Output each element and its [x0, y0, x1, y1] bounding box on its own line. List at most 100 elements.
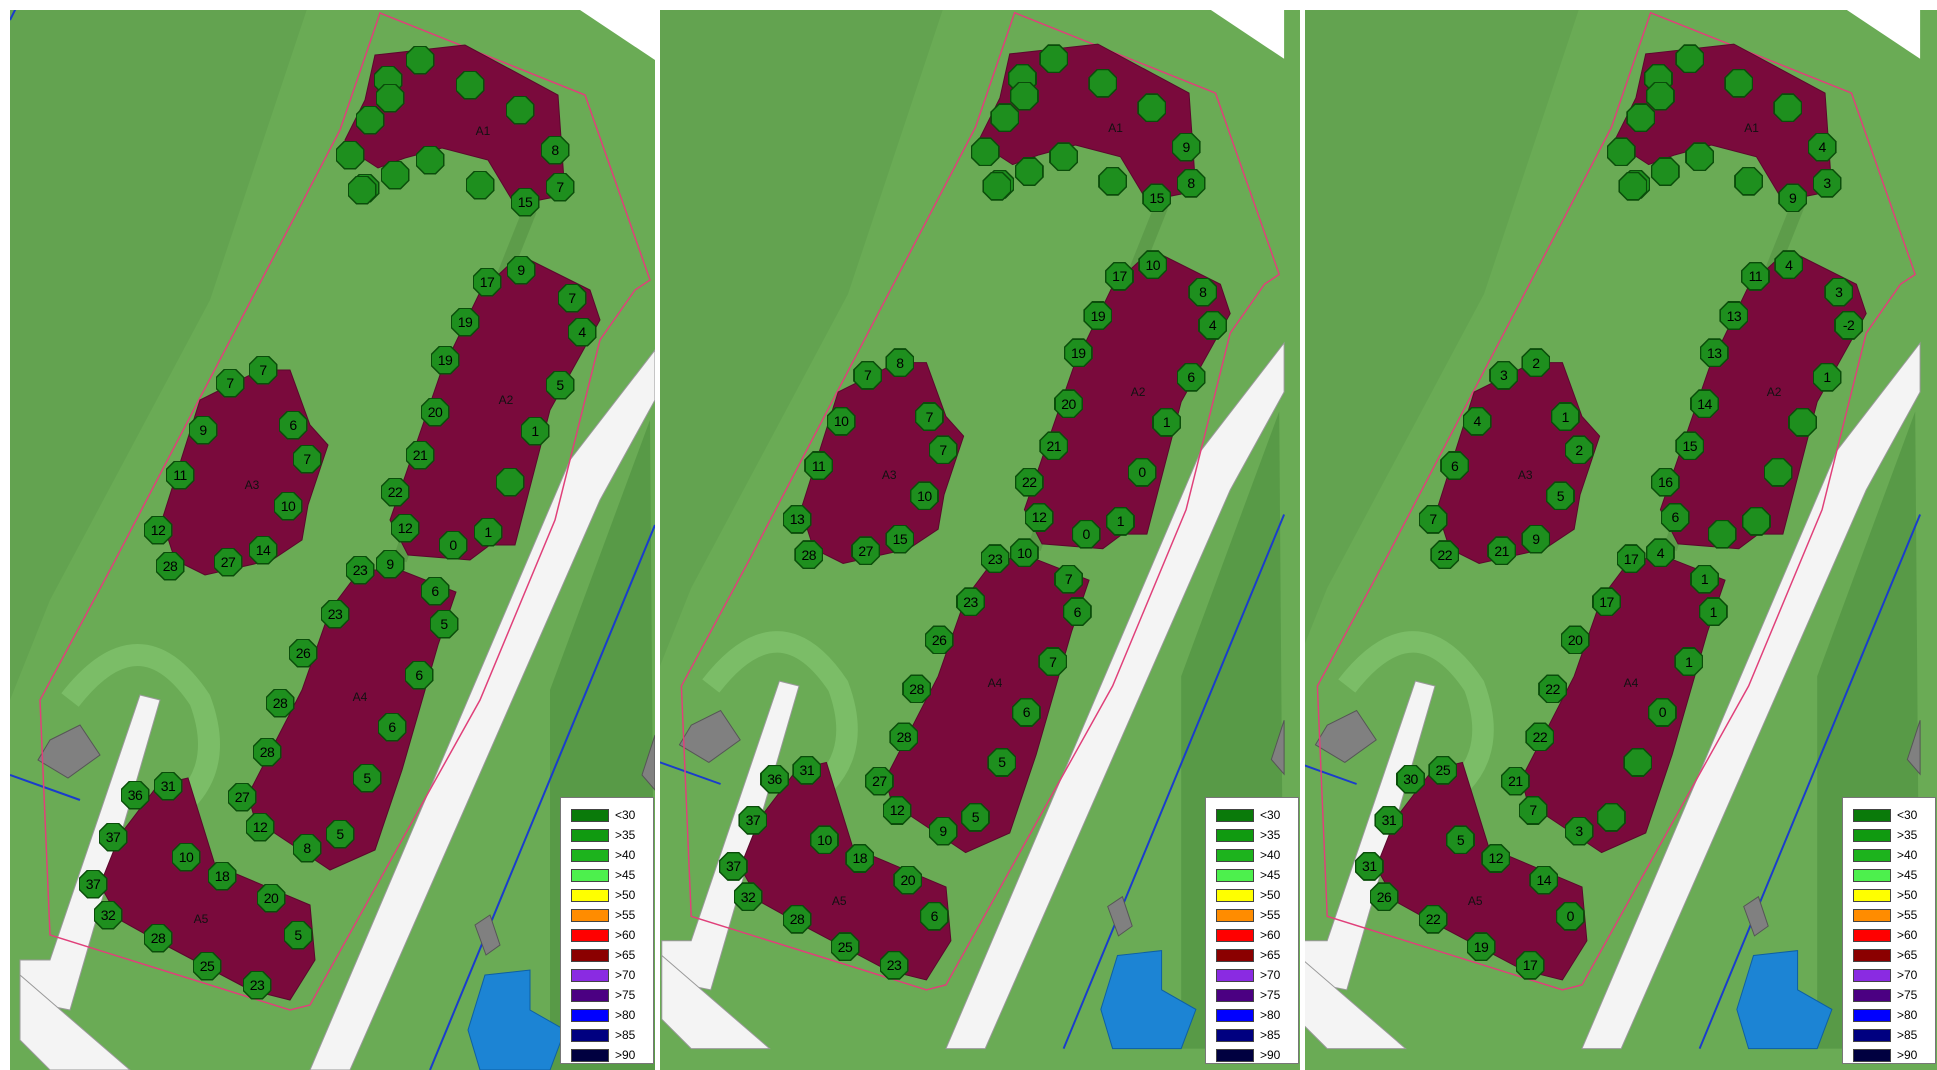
- receptor-marker[interactable]: 7: [248, 355, 278, 385]
- receptor-marker[interactable]: 22: [380, 477, 410, 507]
- receptor-marker[interactable]: 26: [288, 638, 318, 668]
- receptor-marker[interactable]: 4: [1462, 406, 1492, 436]
- receptor-marker[interactable]: [1645, 81, 1675, 111]
- receptor-marker[interactable]: 19: [1083, 301, 1113, 331]
- receptor-marker[interactable]: 1: [473, 517, 503, 547]
- receptor-marker[interactable]: 20: [893, 865, 923, 895]
- receptor-marker[interactable]: 31: [1374, 805, 1404, 835]
- receptor-marker[interactable]: 5: [325, 819, 355, 849]
- receptor-marker[interactable]: 27: [864, 766, 894, 796]
- receptor-marker[interactable]: 7: [928, 435, 958, 465]
- receptor-marker[interactable]: -2: [1834, 310, 1864, 340]
- receptor-marker[interactable]: 6: [404, 660, 434, 690]
- receptor-marker[interactable]: 19: [450, 307, 480, 337]
- receptor-marker[interactable]: 6: [377, 712, 407, 742]
- receptor-marker[interactable]: 7: [545, 172, 575, 202]
- receptor-marker[interactable]: 0: [1647, 697, 1677, 727]
- receptor-marker[interactable]: 28: [143, 923, 173, 953]
- receptor-marker[interactable]: 31: [1354, 851, 1384, 881]
- receptor-marker[interactable]: 10: [1009, 538, 1039, 568]
- receptor-marker[interactable]: 25: [192, 951, 222, 981]
- receptor-marker[interactable]: 26: [924, 625, 954, 655]
- receptor-marker[interactable]: 1: [1550, 402, 1580, 431]
- receptor-marker[interactable]: 36: [760, 764, 789, 794]
- receptor-marker[interactable]: 28: [155, 551, 185, 581]
- receptor-marker[interactable]: 26: [1369, 882, 1399, 912]
- receptor-marker[interactable]: 5: [960, 802, 990, 832]
- receptor-marker[interactable]: [1773, 93, 1803, 123]
- receptor-marker[interactable]: 7: [1038, 647, 1068, 676]
- receptor-marker[interactable]: [455, 70, 485, 100]
- receptor-marker[interactable]: 9: [1521, 524, 1551, 554]
- receptor-marker[interactable]: [1606, 137, 1636, 167]
- receptor-marker[interactable]: 7: [557, 283, 587, 313]
- receptor-marker[interactable]: 7: [1518, 795, 1548, 825]
- receptor-marker[interactable]: 17: [1616, 544, 1646, 574]
- receptor-marker[interactable]: 9: [188, 415, 218, 445]
- receptor-marker[interactable]: [990, 103, 1020, 133]
- receptor-marker[interactable]: 1: [1152, 407, 1181, 437]
- receptor-marker[interactable]: 28: [782, 904, 812, 934]
- receptor-marker[interactable]: 27: [227, 782, 257, 812]
- receptor-marker[interactable]: 7: [1418, 504, 1448, 534]
- receptor-marker[interactable]: 23: [242, 970, 272, 1000]
- receptor-marker[interactable]: 10: [809, 825, 839, 855]
- receptor-marker[interactable]: 1: [520, 416, 550, 446]
- receptor-marker[interactable]: [1039, 44, 1069, 74]
- receptor-marker[interactable]: 31: [792, 755, 822, 785]
- receptor-marker[interactable]: 19: [1063, 338, 1093, 368]
- receptor-marker[interactable]: 14: [248, 535, 278, 565]
- receptor-marker[interactable]: 28: [794, 540, 824, 570]
- receptor-marker[interactable]: 6: [1011, 697, 1041, 727]
- receptor-marker[interactable]: 6: [420, 576, 450, 606]
- receptor-marker[interactable]: 7: [853, 360, 883, 390]
- receptor-marker[interactable]: 2: [1521, 348, 1551, 378]
- receptor-marker[interactable]: 2: [1564, 435, 1594, 465]
- receptor-marker[interactable]: 15: [510, 187, 540, 217]
- receptor-marker[interactable]: 21: [1500, 766, 1530, 796]
- receptor-marker[interactable]: 22: [1430, 540, 1460, 570]
- receptor-marker[interactable]: 20: [420, 397, 450, 427]
- receptor-marker[interactable]: 8: [885, 348, 915, 378]
- receptor-marker[interactable]: [1596, 802, 1626, 832]
- receptor-marker[interactable]: 7: [215, 368, 245, 398]
- receptor-marker[interactable]: [495, 467, 525, 497]
- receptor-marker[interactable]: 23: [980, 544, 1010, 574]
- receptor-marker[interactable]: 21: [1039, 431, 1069, 461]
- receptor-marker[interactable]: 8: [1188, 277, 1218, 307]
- receptor-marker[interactable]: 22: [1418, 904, 1448, 934]
- receptor-marker[interactable]: [1741, 506, 1771, 536]
- receptor-marker[interactable]: 7: [1054, 564, 1083, 594]
- receptor-marker[interactable]: 17: [1515, 950, 1545, 980]
- receptor-marker[interactable]: 9: [1778, 183, 1808, 213]
- receptor-marker[interactable]: 37: [718, 851, 748, 881]
- receptor-marker[interactable]: [1623, 747, 1653, 777]
- receptor-marker[interactable]: [982, 171, 1012, 201]
- receptor-marker[interactable]: 5: [545, 370, 575, 400]
- receptor-marker[interactable]: [1626, 103, 1656, 133]
- receptor-marker[interactable]: 23: [956, 587, 985, 617]
- receptor-marker[interactable]: 18: [207, 861, 237, 891]
- receptor-marker[interactable]: 0: [1127, 457, 1157, 487]
- receptor-marker[interactable]: 22: [1525, 722, 1555, 752]
- receptor-marker[interactable]: [1734, 166, 1764, 196]
- receptor-marker[interactable]: 36: [120, 780, 150, 810]
- receptor-marker[interactable]: 1: [1812, 362, 1842, 392]
- receptor-marker[interactable]: 28: [252, 737, 282, 767]
- receptor-marker[interactable]: 4: [1645, 538, 1675, 568]
- receptor-marker[interactable]: 23: [879, 950, 909, 980]
- receptor-marker[interactable]: [347, 175, 377, 205]
- receptor-marker[interactable]: 14: [1690, 389, 1719, 419]
- receptor-marker[interactable]: 3: [1812, 168, 1842, 198]
- receptor-marker[interactable]: [1049, 142, 1079, 172]
- receptor-marker[interactable]: [1014, 157, 1044, 186]
- receptor-marker[interactable]: 19: [1466, 932, 1496, 962]
- receptor-marker[interactable]: 4: [567, 317, 597, 347]
- receptor-marker[interactable]: [1009, 81, 1039, 111]
- receptor-marker[interactable]: 0: [438, 530, 468, 560]
- receptor-marker[interactable]: [465, 170, 495, 200]
- receptor-marker[interactable]: 3: [1489, 360, 1519, 390]
- receptor-marker[interactable]: 6: [1176, 362, 1206, 392]
- receptor-marker[interactable]: 6: [919, 901, 949, 931]
- receptor-marker[interactable]: 18: [845, 843, 875, 873]
